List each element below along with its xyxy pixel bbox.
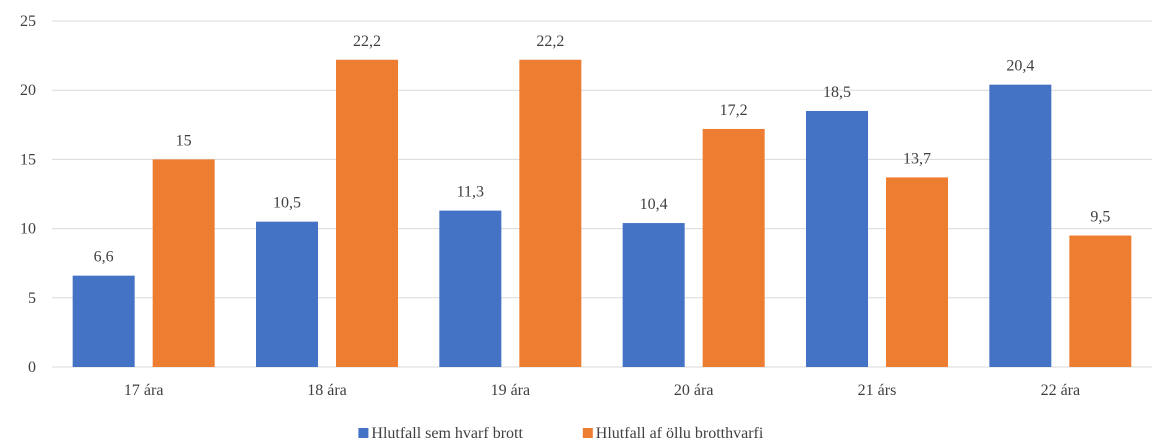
y-tick-label: 0: [28, 359, 36, 376]
legend-item: Hlutfall af öllu brotthvarfi: [582, 425, 764, 442]
data-label: 10,5: [273, 195, 301, 212]
data-label: 18,5: [823, 84, 851, 101]
data-label: 20,4: [1006, 58, 1034, 75]
data-label: 10,4: [640, 196, 668, 213]
bar-series-0-2: [439, 210, 502, 367]
y-tick-label: 15: [20, 151, 36, 168]
bar-series-1-5: [1069, 235, 1132, 367]
bars: [72, 59, 1132, 368]
y-tick-label: 5: [28, 290, 36, 307]
x-category-label: 17 ára: [124, 382, 164, 399]
legend: Hlutfall sem hvarf brott Hlutfall af öllu…: [358, 425, 764, 442]
x-category-label: 20 ára: [674, 382, 714, 399]
legend-label: Hlutfall sem hvarf brott: [371, 425, 523, 442]
data-label: 17,2: [720, 102, 748, 119]
data-label: 22,2: [536, 33, 564, 50]
bar-series-0-5: [989, 84, 1052, 367]
legend-swatch: [358, 428, 369, 438]
x-axis-categories: 17 ára 18 ára 19 ára 20 ára 21 árs 22 ára: [124, 382, 1080, 399]
bar-series-0-3: [622, 223, 685, 367]
data-label: 22,2: [353, 33, 381, 50]
gridlines: [52, 20, 1152, 368]
bar-series-0-4: [806, 110, 868, 368]
y-tick-label: 20: [20, 82, 36, 99]
y-axis-ticks: 0 5 10 15 20 25: [20, 13, 36, 376]
data-label: 11,3: [457, 184, 484, 201]
legend-item: Hlutfall sem hvarf brott: [358, 425, 523, 442]
x-category-label: 21 árs: [858, 382, 897, 399]
bar-series-1-3: [702, 128, 765, 367]
legend-swatch: [582, 428, 593, 438]
data-label: 15: [176, 132, 192, 149]
x-category-label: 18 ára: [307, 382, 347, 399]
y-tick-label: 10: [20, 221, 36, 238]
bar-series-1-1: [336, 59, 398, 367]
y-tick-label: 25: [20, 13, 36, 30]
data-label: 13,7: [903, 150, 931, 167]
data-label: 6,6: [94, 249, 114, 266]
legend-label: Hlutfall af öllu brotthvarfi: [596, 425, 764, 442]
data-labels: 6,6 15 10,5 22,2 11,3 22,2 10,4 17,2 18,5 13,7 20,…: [94, 33, 1111, 266]
x-category-label: 19 ára: [491, 382, 531, 399]
x-category-label: 22 ára: [1041, 382, 1081, 399]
bar-series-1-4: [886, 177, 948, 367]
bar-series-1-0: [152, 159, 215, 367]
bar-series-1-2: [519, 59, 582, 367]
data-label: 9,5: [1090, 209, 1110, 226]
bar-series-0-1: [256, 221, 318, 367]
bar-series-0-0: [72, 275, 135, 367]
